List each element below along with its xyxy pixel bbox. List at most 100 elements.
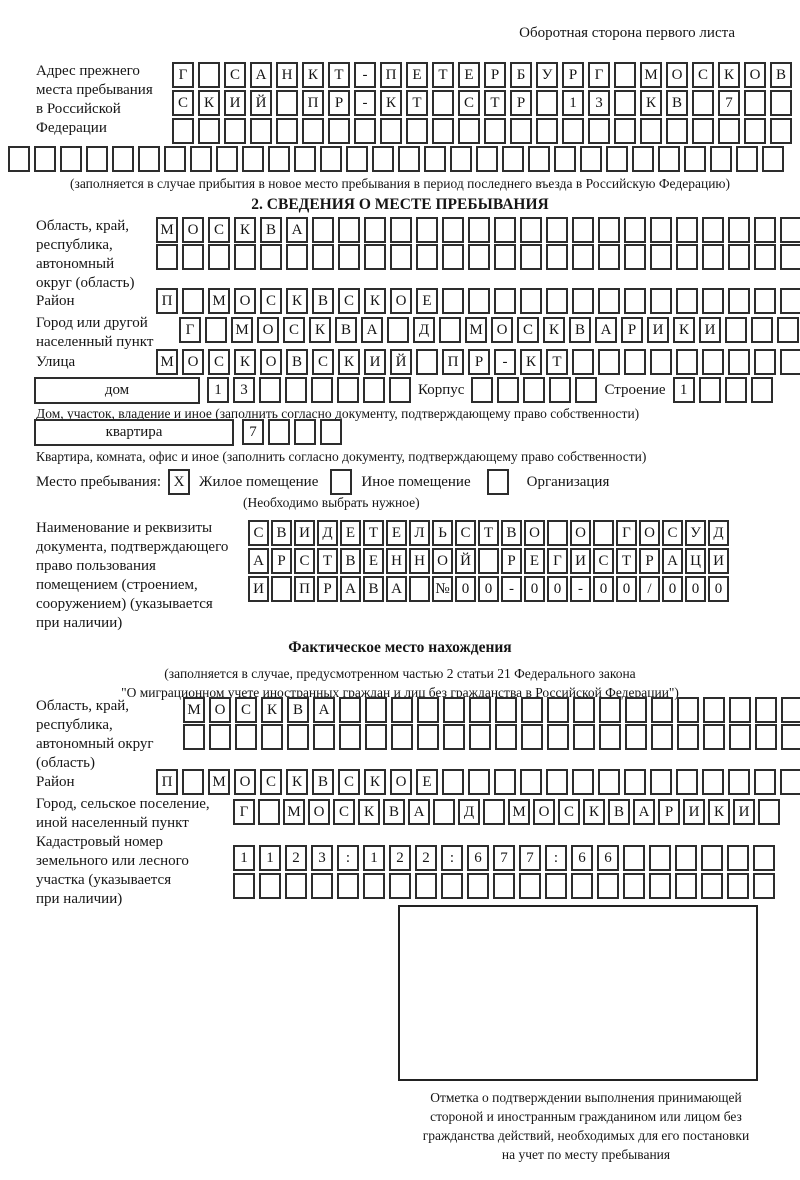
- char-cell[interactable]: [417, 724, 439, 750]
- char-cell[interactable]: [754, 769, 776, 795]
- char-cell[interactable]: В: [312, 769, 334, 795]
- char-cell[interactable]: [224, 118, 246, 144]
- char-cell[interactable]: [754, 217, 776, 243]
- char-cell[interactable]: [676, 769, 698, 795]
- char-cell[interactable]: [758, 799, 780, 825]
- char-cell[interactable]: [416, 217, 438, 243]
- char-cell[interactable]: Р: [484, 62, 506, 88]
- char-cell[interactable]: [521, 724, 543, 750]
- char-cell[interactable]: У: [536, 62, 558, 88]
- char-cell[interactable]: [406, 118, 428, 144]
- char-cell[interactable]: 6: [597, 845, 619, 871]
- char-cell[interactable]: [495, 697, 517, 723]
- char-cell[interactable]: [572, 288, 594, 314]
- char-cell[interactable]: С: [338, 769, 360, 795]
- char-cell[interactable]: [520, 244, 542, 270]
- char-cell[interactable]: -: [570, 576, 591, 602]
- char-cell[interactable]: 1: [233, 845, 255, 871]
- char-cell[interactable]: [234, 244, 256, 270]
- char-cell[interactable]: [285, 873, 307, 899]
- char-cell[interactable]: 1: [562, 90, 584, 116]
- char-cell[interactable]: 6: [571, 845, 593, 871]
- char-cell[interactable]: Р: [621, 317, 643, 343]
- char-cell[interactable]: [755, 697, 777, 723]
- char-cell[interactable]: [471, 377, 494, 403]
- char-cell[interactable]: [780, 244, 800, 270]
- char-cell[interactable]: [520, 769, 542, 795]
- stay-checkbox-organization[interactable]: [486, 469, 509, 495]
- char-cell[interactable]: Т: [317, 548, 338, 574]
- char-cell[interactable]: [599, 724, 621, 750]
- char-cell[interactable]: [320, 146, 342, 172]
- char-cell[interactable]: [372, 146, 394, 172]
- char-cell[interactable]: [391, 697, 413, 723]
- char-cell[interactable]: [302, 118, 324, 144]
- char-cell[interactable]: [261, 724, 283, 750]
- char-cell[interactable]: [138, 146, 160, 172]
- char-cell[interactable]: [286, 244, 308, 270]
- char-cell[interactable]: [208, 244, 230, 270]
- char-cell[interactable]: [728, 244, 750, 270]
- char-cell[interactable]: Й: [250, 90, 272, 116]
- char-cell[interactable]: Р: [658, 799, 680, 825]
- char-cell[interactable]: О: [390, 769, 412, 795]
- char-cell[interactable]: С: [517, 317, 539, 343]
- char-cell[interactable]: [502, 146, 524, 172]
- char-cell[interactable]: И: [733, 799, 755, 825]
- char-cell[interactable]: [8, 146, 30, 172]
- char-cell[interactable]: [677, 724, 699, 750]
- char-cell[interactable]: [468, 244, 490, 270]
- char-cell[interactable]: Н: [409, 548, 430, 574]
- char-cell[interactable]: [623, 845, 645, 871]
- char-cell[interactable]: О: [182, 349, 204, 375]
- char-cell[interactable]: И: [570, 548, 591, 574]
- char-cell[interactable]: [338, 217, 360, 243]
- char-cell[interactable]: Г: [179, 317, 201, 343]
- char-cell[interactable]: И: [248, 576, 269, 602]
- char-cell[interactable]: [593, 520, 614, 546]
- char-cell[interactable]: [469, 724, 491, 750]
- char-cell[interactable]: Е: [386, 520, 407, 546]
- char-cell[interactable]: [728, 349, 750, 375]
- char-cell[interactable]: О: [234, 769, 256, 795]
- char-cell[interactable]: [198, 118, 220, 144]
- char-cell[interactable]: [549, 377, 572, 403]
- char-cell[interactable]: К: [261, 697, 283, 723]
- char-cell[interactable]: К: [286, 769, 308, 795]
- char-cell[interactable]: [330, 469, 353, 495]
- char-cell[interactable]: [60, 146, 82, 172]
- char-cell[interactable]: [478, 548, 499, 574]
- char-cell[interactable]: [650, 217, 672, 243]
- char-cell[interactable]: Г: [588, 62, 610, 88]
- char-cell[interactable]: [364, 244, 386, 270]
- char-cell[interactable]: [728, 769, 750, 795]
- char-cell[interactable]: [441, 873, 463, 899]
- char-cell[interactable]: Т: [432, 62, 454, 88]
- char-cell[interactable]: [271, 576, 292, 602]
- char-cell[interactable]: [494, 217, 516, 243]
- char-cell[interactable]: [770, 118, 792, 144]
- char-cell[interactable]: [416, 349, 438, 375]
- char-cell[interactable]: [363, 377, 385, 403]
- char-cell[interactable]: [762, 146, 784, 172]
- char-cell[interactable]: [572, 217, 594, 243]
- char-cell[interactable]: [312, 217, 334, 243]
- char-cell[interactable]: Г: [233, 799, 255, 825]
- char-cell[interactable]: М: [156, 349, 178, 375]
- char-cell[interactable]: [337, 873, 359, 899]
- char-cell[interactable]: [390, 217, 412, 243]
- char-cell[interactable]: [216, 146, 238, 172]
- char-cell[interactable]: [588, 118, 610, 144]
- char-cell[interactable]: [606, 146, 628, 172]
- char-cell[interactable]: [380, 118, 402, 144]
- char-cell[interactable]: [497, 377, 520, 403]
- char-cell[interactable]: 3: [588, 90, 610, 116]
- char-cell[interactable]: И: [224, 90, 246, 116]
- char-cell[interactable]: [698, 377, 721, 403]
- char-cell[interactable]: К: [673, 317, 695, 343]
- char-cell[interactable]: [443, 724, 465, 750]
- char-cell[interactable]: С: [260, 769, 282, 795]
- char-cell[interactable]: [260, 244, 282, 270]
- char-cell[interactable]: [676, 217, 698, 243]
- char-cell[interactable]: [624, 217, 646, 243]
